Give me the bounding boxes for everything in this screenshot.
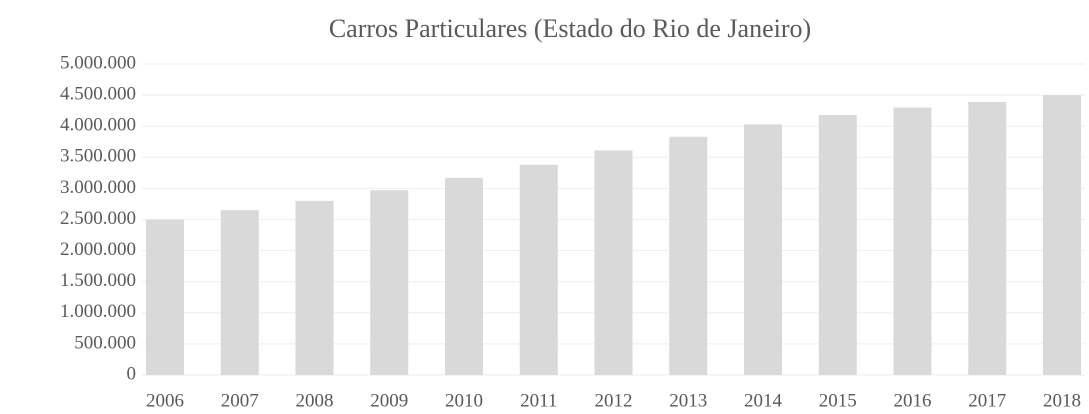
y-tick-label: 1.500.000 xyxy=(60,270,136,291)
y-tick-label: 1.000.000 xyxy=(60,301,136,322)
bar xyxy=(295,200,334,375)
bar xyxy=(445,177,483,375)
bar xyxy=(519,164,558,375)
x-tick-label: 2006 xyxy=(146,390,184,411)
x-tick-label: 2009 xyxy=(370,390,408,411)
x-tick-label: 2013 xyxy=(669,390,707,411)
x-tick-label: 2010 xyxy=(445,390,483,411)
bar xyxy=(220,210,259,375)
bar xyxy=(370,190,409,375)
x-tick-label: 2008 xyxy=(296,390,334,411)
bar xyxy=(818,115,857,375)
bar xyxy=(146,219,184,375)
x-tick-label: 2015 xyxy=(819,390,857,411)
bar xyxy=(669,136,708,375)
x-tick-label: 2014 xyxy=(744,390,783,411)
y-tick-label: 3.000.000 xyxy=(60,177,136,198)
x-tick-label: 2018 xyxy=(1043,390,1081,411)
y-tick-label: 2.000.000 xyxy=(60,239,136,260)
x-tick-label: 2017 xyxy=(968,390,1006,411)
x-tick-label: 2007 xyxy=(221,390,259,411)
bar xyxy=(968,101,1007,375)
bar xyxy=(1043,95,1081,375)
y-tick-label: 4.000.000 xyxy=(60,115,136,136)
x-tick-label: 2011 xyxy=(520,390,557,411)
chart-title: Carros Particulares (Estado do Rio de Ja… xyxy=(329,14,811,43)
x-tick-label: 2012 xyxy=(595,390,633,411)
bar xyxy=(594,150,633,375)
y-tick-label: 4.500.000 xyxy=(60,83,136,104)
x-tick-label: 2016 xyxy=(894,390,932,411)
bar xyxy=(893,107,932,375)
y-tick-label: 3.500.000 xyxy=(60,146,136,167)
y-tick-label: 500.000 xyxy=(74,332,136,353)
y-tick-label: 5.000.000 xyxy=(60,52,136,73)
y-tick-label: 0 xyxy=(127,363,137,384)
bar xyxy=(744,124,782,375)
y-tick-label: 2.500.000 xyxy=(60,208,136,229)
